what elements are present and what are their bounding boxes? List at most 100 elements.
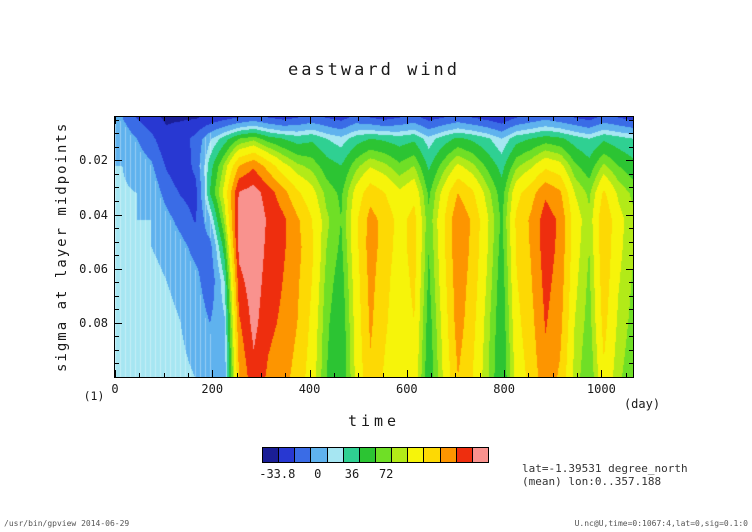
colorbar-segment bbox=[408, 448, 425, 462]
x-tick-label: 1000 bbox=[586, 382, 616, 396]
colorbar-segment bbox=[440, 448, 457, 462]
y-major-tick bbox=[626, 268, 633, 270]
x-minor-tick bbox=[260, 117, 262, 121]
colorbar-segment bbox=[392, 448, 409, 462]
y-minor-tick bbox=[115, 336, 119, 338]
colorbar-segment bbox=[295, 448, 312, 462]
x-minor-tick bbox=[479, 117, 481, 121]
colorbar-segment bbox=[375, 448, 393, 462]
x-tick-label: 800 bbox=[493, 382, 515, 396]
x-minor-tick bbox=[163, 373, 165, 377]
colorbar-tick-label: 72 bbox=[378, 467, 394, 481]
plot-area bbox=[114, 116, 634, 378]
x-minor-tick bbox=[382, 117, 384, 121]
x-minor-tick bbox=[479, 373, 481, 377]
colorbar-tick-label: -33.8 bbox=[259, 467, 296, 481]
y-major-tick bbox=[626, 214, 633, 216]
colorbar-segment bbox=[343, 448, 360, 462]
x-major-tick bbox=[406, 117, 408, 124]
y-major-tick bbox=[115, 214, 122, 216]
x-major-tick bbox=[115, 370, 116, 377]
x-minor-tick bbox=[187, 373, 189, 377]
y-major-tick bbox=[115, 322, 122, 324]
colorbar-segment bbox=[472, 448, 488, 462]
colorbar bbox=[262, 447, 489, 463]
x-major-tick bbox=[504, 117, 506, 124]
y-major-tick bbox=[626, 160, 633, 162]
chart-title: eastward wind bbox=[287, 60, 461, 80]
y-tick-label: 0.04 bbox=[79, 207, 108, 222]
y-minor-tick bbox=[115, 349, 119, 351]
y-minor-tick bbox=[115, 228, 119, 230]
y-tick-label: 0.02 bbox=[79, 153, 108, 168]
x-minor-tick bbox=[552, 373, 554, 377]
y-minor-tick bbox=[115, 173, 119, 175]
x-minor-tick bbox=[455, 117, 457, 121]
y-minor-tick bbox=[115, 119, 119, 121]
x-minor-tick bbox=[455, 373, 457, 377]
y-minor-tick bbox=[629, 119, 633, 121]
y-major-tick bbox=[626, 322, 633, 324]
x-minor-tick bbox=[163, 117, 165, 121]
colorbar-segment bbox=[327, 448, 344, 462]
y-tick-label: 0.08 bbox=[79, 315, 108, 330]
x-minor-tick bbox=[187, 117, 189, 121]
x-minor-tick bbox=[431, 373, 433, 377]
x-minor-tick bbox=[358, 373, 360, 377]
x-major-tick bbox=[504, 370, 506, 377]
x-minor-tick bbox=[382, 373, 384, 377]
x-major-tick bbox=[601, 117, 603, 124]
y-minor-tick bbox=[629, 173, 633, 175]
colorbar-tick-label: 0 bbox=[314, 467, 322, 481]
x-minor-tick bbox=[139, 117, 141, 121]
annotation-lat: lat=-1.39531 degree_north bbox=[522, 462, 688, 475]
y-minor-tick bbox=[115, 255, 119, 257]
colorbar-segment bbox=[279, 448, 296, 462]
y-minor-tick bbox=[115, 146, 119, 148]
y-minor-tick bbox=[115, 187, 119, 189]
y-minor-tick bbox=[115, 282, 119, 284]
y-major-tick bbox=[115, 268, 122, 270]
x-minor-tick bbox=[431, 117, 433, 121]
y-minor-tick bbox=[629, 187, 633, 189]
x-minor-tick bbox=[577, 373, 579, 377]
x-minor-tick bbox=[139, 373, 141, 377]
y-minor-tick bbox=[629, 133, 633, 135]
footer-program-stamp: /usr/bin/gpview 2014-06-29 bbox=[4, 519, 130, 528]
y-minor-tick bbox=[115, 295, 119, 297]
y-minor-tick bbox=[629, 336, 633, 338]
y-minor-tick bbox=[115, 133, 119, 135]
x-minor-tick bbox=[333, 117, 335, 121]
x-minor-tick bbox=[528, 373, 530, 377]
x-minor-tick bbox=[358, 117, 360, 121]
y-minor-tick bbox=[115, 241, 119, 243]
y-minor-tick bbox=[629, 282, 633, 284]
colorbar-tick-label: 36 bbox=[344, 467, 360, 481]
y-minor-tick bbox=[629, 309, 633, 311]
x-axis-label: time bbox=[347, 412, 401, 430]
colorbar-segment bbox=[424, 448, 441, 462]
colorbar-segment bbox=[456, 448, 473, 462]
x-axis-unit: (day) bbox=[623, 397, 661, 411]
x-minor-tick bbox=[260, 373, 262, 377]
x-minor-tick bbox=[285, 117, 287, 121]
x-major-tick bbox=[601, 370, 603, 377]
y-minor-tick bbox=[115, 363, 119, 365]
x-tick-label: 400 bbox=[298, 382, 321, 396]
y-minor-tick bbox=[629, 295, 633, 297]
x-major-tick bbox=[406, 370, 408, 377]
x-major-tick bbox=[309, 117, 311, 124]
y-minor-tick bbox=[629, 200, 633, 202]
x-major-tick bbox=[309, 370, 311, 377]
heatmap-canvas bbox=[115, 117, 633, 377]
x-minor-tick bbox=[625, 373, 627, 377]
colorbar-segment bbox=[311, 448, 328, 462]
y-major-tick bbox=[115, 160, 122, 162]
y-minor-tick bbox=[629, 349, 633, 351]
x-minor-tick bbox=[552, 117, 554, 121]
x-minor-tick bbox=[333, 373, 335, 377]
annotation-lon: (mean) lon:0..357.188 bbox=[522, 475, 662, 488]
y-minor-tick bbox=[629, 363, 633, 365]
y-minor-tick bbox=[629, 241, 633, 243]
y-minor-tick bbox=[115, 309, 119, 311]
